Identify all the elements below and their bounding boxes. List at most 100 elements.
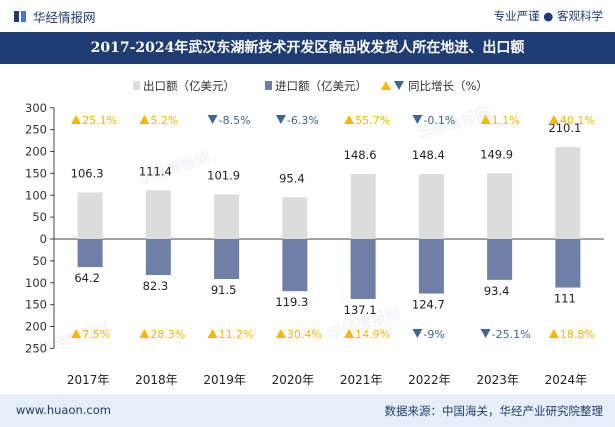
export-bar <box>418 174 444 239</box>
import-bar <box>282 239 308 292</box>
import-bar <box>350 239 376 299</box>
growth-value-label: 55.7% <box>355 114 390 127</box>
growth-up-triangle-icon <box>139 115 150 124</box>
growth-down-triangle-icon <box>275 115 286 124</box>
export-value-label: 149.9 <box>480 147 513 161</box>
website: www.huaon.com <box>16 403 111 417</box>
growth-value-label: -25.1% <box>492 328 531 341</box>
import-value-label: 137.1 <box>344 303 377 317</box>
y-tick-label: 200 <box>25 320 47 334</box>
brand: 华经情报网 <box>14 7 96 26</box>
import-bar <box>555 239 581 288</box>
x-category-label: 2019年 <box>203 373 246 387</box>
growth-value-label: 28.3% <box>150 328 185 341</box>
growth-up-triangle-icon <box>71 115 82 124</box>
y-tick-label: 100 <box>25 188 47 202</box>
growth-value-label: 11.2% <box>219 328 254 341</box>
export-value-label: 210.1 <box>548 121 581 135</box>
title-bar: 2017-2024年武汉东湖新技术开发区商品收发货人所在地进、出口额 <box>0 32 615 64</box>
y-tick-label: 50 <box>32 254 47 268</box>
y-tick-label: 50 <box>32 210 47 224</box>
legend-down-triangle-icon <box>394 81 404 90</box>
x-category-label: 2023年 <box>476 373 519 387</box>
growth-up-triangle-icon <box>344 115 355 124</box>
growth-value-label: 25.1% <box>82 114 117 127</box>
growth-up-triangle-icon <box>71 329 82 338</box>
import-value-label: 124.7 <box>412 298 445 312</box>
legend-up-triangle-icon <box>381 81 391 90</box>
import-bar <box>145 239 171 276</box>
growth-value-label: 7.5% <box>82 328 110 341</box>
growth-up-triangle-icon <box>548 115 559 124</box>
import-bar <box>77 239 103 268</box>
export-value-label: 106.3 <box>71 166 104 180</box>
top-bar: 华经情报网 专业严谨 ● 客观科学 <box>0 0 615 32</box>
chart-title: 2017-2024年武汉东湖新技术开发区商品收发货人所在地进、出口额 <box>90 40 525 56</box>
growth-value-label: -8.5% <box>219 114 251 127</box>
growth-down-triangle-icon <box>412 329 423 338</box>
x-category-label: 2020年 <box>272 373 315 387</box>
brand-logo-icon <box>14 11 26 22</box>
legend-swatch-export <box>133 81 140 90</box>
export-bar <box>145 190 171 239</box>
import-value-label: 82.3 <box>143 279 169 293</box>
growth-value-label: 1.1% <box>492 114 520 127</box>
export-value-label: 111.4 <box>139 164 172 178</box>
footer: www.huaon.com 数据来源：中国海关，华经产业研究院整理 <box>0 394 615 427</box>
growth-value-label: 18.8% <box>560 328 595 341</box>
y-tick-label: 300 <box>25 101 47 115</box>
import-bar <box>418 239 444 294</box>
x-category-label: 2017年 <box>67 373 110 387</box>
growth-up-triangle-icon <box>207 329 218 338</box>
import-value-label: 119.3 <box>275 295 308 309</box>
growth-down-triangle-icon <box>480 329 491 338</box>
legend-swatch-import <box>265 81 272 90</box>
legend-label-growth: 同比增长（%） <box>408 79 488 93</box>
y-tick-label: 150 <box>25 166 47 180</box>
export-value-label: 148.6 <box>344 148 377 162</box>
growth-up-triangle-icon <box>275 329 286 338</box>
export-bar <box>350 173 376 239</box>
growth-up-triangle-icon <box>480 115 491 124</box>
y-tick-label: 200 <box>25 145 47 159</box>
export-value-label: 95.4 <box>279 171 305 185</box>
legend-label-import: 进口额（亿美元） <box>275 79 367 93</box>
export-value-label: 101.9 <box>207 168 240 182</box>
import-bar <box>487 239 513 280</box>
growth-value-label: -9% <box>423 328 444 341</box>
growth-up-triangle-icon <box>344 329 355 338</box>
export-bar <box>487 173 513 239</box>
import-value-label: 111 <box>554 292 576 306</box>
import-value-label: 93.4 <box>484 284 510 298</box>
y-tick-label: 100 <box>25 276 47 290</box>
export-bar <box>282 197 308 239</box>
y-tick-label: 250 <box>25 341 47 355</box>
growth-value-label: -0.1% <box>423 114 455 127</box>
export-bar <box>555 147 581 239</box>
x-category-label: 2024年 <box>545 373 588 387</box>
legend-label-export: 出口额（亿美元） <box>143 79 235 93</box>
export-bar <box>77 192 103 239</box>
data-source: 数据来源：中国海关，华经产业研究院整理 <box>384 404 604 418</box>
x-category-label: 2018年 <box>135 373 178 387</box>
growth-value-label: 40.1% <box>560 114 595 127</box>
y-tick-label: 150 <box>25 298 47 312</box>
growth-up-triangle-icon <box>139 329 150 338</box>
growth-value-label: 14.9% <box>355 328 390 341</box>
brand-name: 华经情报网 <box>33 10 96 25</box>
x-category-label: 2022年 <box>408 373 451 387</box>
tagline: 专业严谨 ● 客观科学 <box>493 9 603 23</box>
growth-value-label: -6.3% <box>287 114 319 127</box>
growth-down-triangle-icon <box>412 115 423 124</box>
y-tick-label: 0 <box>40 232 47 246</box>
export-value-label: 148.4 <box>412 148 445 162</box>
growth-down-triangle-icon <box>207 115 218 124</box>
growth-value-label: 5.2% <box>150 114 178 127</box>
y-tick-label: 250 <box>25 123 47 137</box>
x-category-label: 2021年 <box>340 373 383 387</box>
import-bar <box>214 239 240 280</box>
export-bar <box>214 194 240 239</box>
growth-up-triangle-icon <box>548 329 559 338</box>
import-value-label: 91.5 <box>211 283 237 297</box>
